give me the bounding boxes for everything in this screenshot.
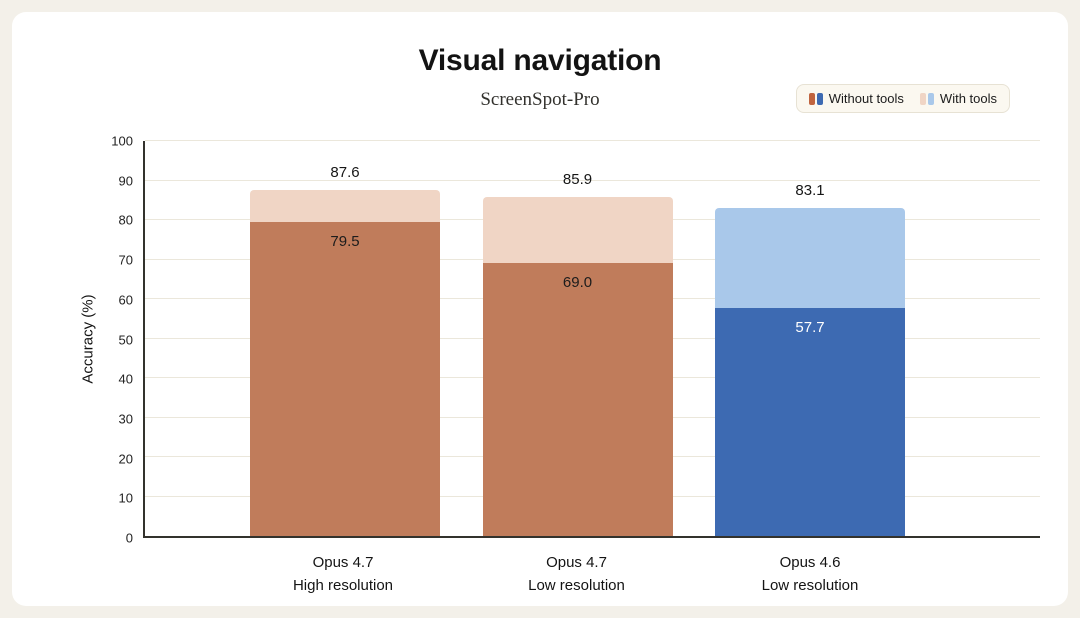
chart-card: Visual navigation ScreenSpot-Pro Without… [12, 12, 1068, 606]
category-label: Opus 4.6 Low resolution [715, 552, 905, 597]
legend-color-swatch [816, 92, 823, 105]
bar-group: 57.7 83.1 [715, 141, 905, 536]
y-tick-label: 30 [118, 411, 133, 427]
bar-segment-with-tools: 57.7 83.1 [715, 182, 905, 536]
legend-color-swatch [808, 92, 815, 105]
y-tick-label: 0 [125, 530, 133, 546]
chart-title: Visual navigation [418, 44, 662, 77]
y-tick-label: 100 [111, 133, 133, 149]
gridline [145, 140, 1040, 141]
chart-subtitle: ScreenSpot-Pro [480, 89, 600, 110]
legend-label: With tools [939, 91, 997, 106]
value-label-without-tools: 79.5 [330, 232, 360, 250]
x-axis-labels: Opus 4.7 High resolution Opus 4.7 Low resol… [143, 552, 1040, 597]
bar-segment-with-tools: 79.5 87.6 [250, 164, 440, 536]
legend-item: Without tools [808, 91, 904, 106]
category-label-line1: Opus 4.7 [546, 554, 607, 571]
category-label: Opus 4.7 Low resolution [482, 552, 672, 597]
y-tick-label: 70 [118, 252, 133, 268]
y-tick-label: 40 [118, 371, 133, 387]
value-label-with-tools: 87.6 [330, 163, 360, 181]
y-tick-label: 90 [118, 173, 133, 189]
y-tick-label: 50 [118, 332, 133, 347]
legend-swatch-icon [808, 92, 823, 105]
category-label-line1: Opus 4.6 [779, 554, 841, 571]
value-label-with-tools: 83.1 [795, 181, 825, 199]
category-label-line2: High resolution [292, 576, 394, 594]
y-tick-label: 80 [118, 212, 133, 228]
value-label-without-tools: 69.0 [562, 274, 593, 292]
y-tick-label: 60 [118, 292, 133, 308]
category-label-line1: Opus 4.7 [312, 554, 374, 571]
legend: Without tools With tools [795, 84, 1010, 113]
y-tick-label: 20 [118, 451, 133, 467]
bar-segment-without-tools: 69.0 [482, 263, 673, 536]
legend-item: With tools [919, 91, 997, 106]
legend-color-swatch [927, 92, 934, 105]
value-label-with-tools: 85.9 [562, 170, 593, 188]
y-axis-tick-labels: 0 10 20 30 40 50 60 70 80 90 100 [12, 134, 133, 546]
legend-color-swatch [919, 92, 926, 105]
bar-group: 79.5 87.6 [250, 141, 440, 536]
plot-area: 79.5 87.6 69.0 85.9 57.7 83.1 [143, 140, 1040, 538]
value-label-without-tools: 57.7 [795, 319, 825, 337]
bar-group: 69.0 85.9 [482, 141, 673, 536]
legend-swatch-icon [919, 92, 934, 105]
gridline [145, 179, 1040, 181]
bar-segment-without-tools: 79.5 [250, 221, 440, 536]
bar-segment-without-tools: 57.7 [715, 308, 905, 536]
category-label: Opus 4.7 High resolution [248, 552, 438, 597]
y-tick-label: 10 [118, 490, 133, 506]
bar-segment-with-tools: 69.0 85.9 [482, 171, 673, 536]
category-label-line2: Low resolution [528, 576, 625, 594]
category-label-line2: Low resolution [761, 576, 859, 594]
legend-label: Without tools [828, 91, 904, 106]
bars-container: 79.5 87.6 69.0 85.9 57.7 83.1 [145, 141, 1040, 536]
